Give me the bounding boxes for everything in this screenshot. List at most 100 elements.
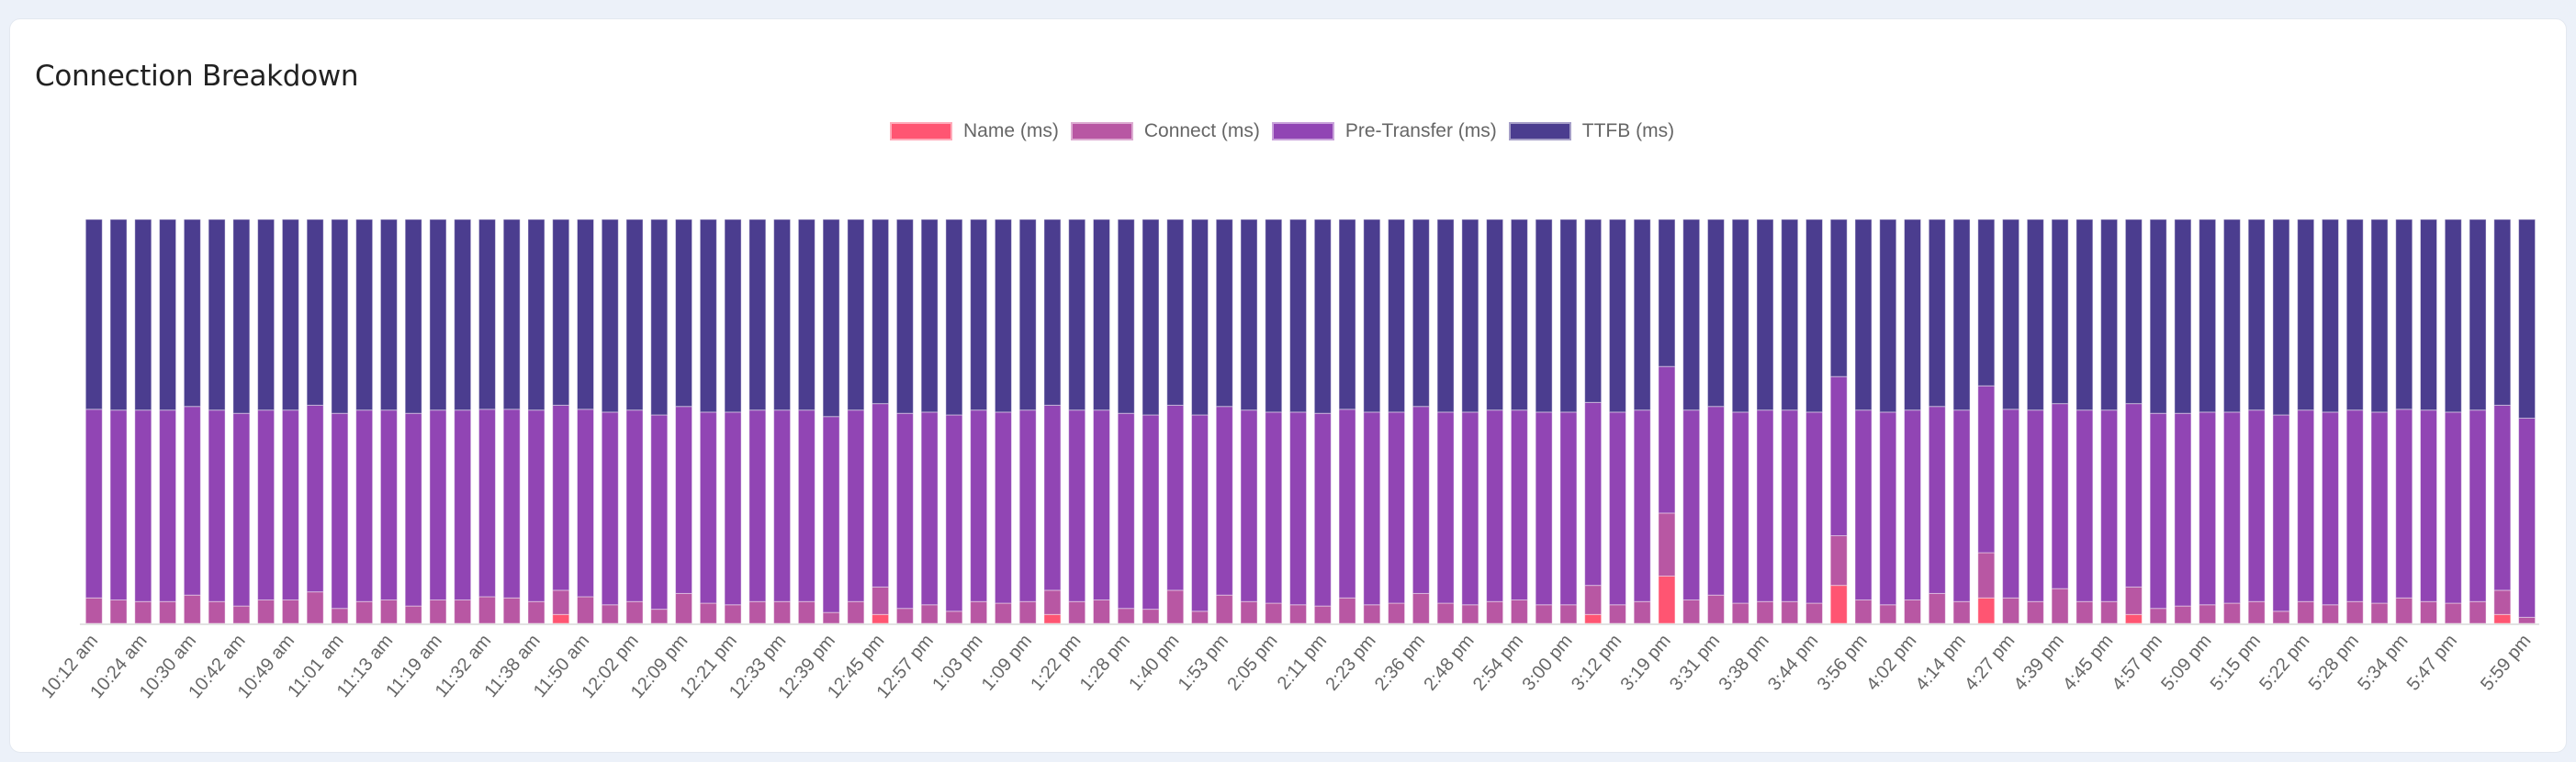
bar-segment-pre-transfer[interactable] [1486, 409, 1504, 602]
bar-segment-connect[interactable] [1486, 600, 1504, 624]
bar-segment-pre-transfer[interactable] [527, 409, 546, 602]
bar-segment-connect[interactable] [895, 608, 914, 624]
bar-segment-ttfb[interactable] [872, 219, 890, 405]
bar-segment-pre-transfer[interactable] [2051, 403, 2069, 589]
bar-segment-ttfb[interactable] [1608, 219, 1626, 413]
bar-segment-pre-transfer[interactable] [232, 412, 251, 607]
bar-segment-ttfb[interactable] [1289, 219, 1308, 413]
bar-segment-ttfb[interactable] [650, 219, 669, 416]
bar-segment-ttfb[interactable] [2493, 219, 2512, 406]
bar-segment-pre-transfer[interactable] [2370, 411, 2389, 604]
bar-segment-ttfb[interactable] [724, 219, 742, 413]
bar-segment-ttfb[interactable] [1731, 219, 1749, 413]
bar-segment-pre-transfer[interactable] [2444, 411, 2462, 604]
bar-segment-pre-transfer[interactable] [625, 409, 644, 602]
bar-segment-pre-transfer[interactable] [159, 409, 177, 602]
bar-segment-pre-transfer[interactable] [675, 406, 693, 594]
bar-segment-ttfb[interactable] [847, 219, 865, 411]
bar-segment-connect[interactable] [232, 605, 251, 624]
bar-segment-ttfb[interactable] [945, 219, 963, 416]
bar-segment-ttfb[interactable] [1363, 219, 1381, 413]
bar-segment-connect[interactable] [502, 597, 521, 624]
bar-segment-pre-transfer[interactable] [699, 411, 717, 604]
bar-segment-pre-transfer[interactable] [2100, 409, 2119, 602]
bar-segment-connect[interactable] [2100, 600, 2119, 624]
bar-segment-pre-transfer[interactable] [1928, 406, 1946, 594]
bar-segment-connect[interactable] [2272, 611, 2290, 624]
bar-segment-ttfb[interactable] [1338, 219, 1356, 410]
bar-segment-connect[interactable] [2026, 600, 2044, 624]
bar-segment-pre-transfer[interactable] [1829, 375, 1848, 537]
bar-segment-name[interactable] [2493, 613, 2512, 624]
bar-segment-ttfb[interactable] [2469, 219, 2487, 411]
bar-segment-pre-transfer[interactable] [2149, 412, 2167, 610]
bar-segment-pre-transfer[interactable] [601, 411, 619, 606]
bar-segment-connect[interactable] [1829, 535, 1848, 587]
bar-segment-pre-transfer[interactable] [748, 409, 767, 602]
bar-segment-pre-transfer[interactable] [1658, 365, 1676, 514]
bar-segment-ttfb[interactable] [2297, 219, 2315, 411]
bar-segment-pre-transfer[interactable] [478, 409, 496, 598]
bar-segment-connect[interactable] [797, 600, 816, 624]
bar-segment-pre-transfer[interactable] [2518, 417, 2537, 618]
bar-segment-connect[interactable] [650, 609, 669, 624]
bar-segment-ttfb[interactable] [748, 219, 767, 411]
bar-segment-ttfb[interactable] [552, 219, 570, 406]
bar-segment-pre-transfer[interactable] [1904, 409, 1922, 600]
bar-segment-ttfb[interactable] [2345, 219, 2364, 411]
bar-segment-ttfb[interactable] [2518, 219, 2537, 419]
bar-segment-connect[interactable] [773, 600, 792, 624]
bar-segment-ttfb[interactable] [404, 219, 422, 414]
bar-segment-ttfb[interactable] [1486, 219, 1504, 411]
bar-segment-ttfb[interactable] [1117, 219, 1135, 414]
bar-segment-connect[interactable] [2124, 586, 2143, 615]
bar-segment-connect[interactable] [1731, 602, 1749, 624]
bar-segment-connect[interactable] [355, 600, 374, 624]
bar-segment-pre-transfer[interactable] [502, 409, 521, 599]
bar-segment-ttfb[interactable] [1535, 219, 1553, 413]
bar-segment-pre-transfer[interactable] [1805, 411, 1823, 604]
bar-segment-connect[interactable] [1977, 552, 1996, 599]
bar-segment-connect[interactable] [2469, 600, 2487, 624]
bar-segment-connect[interactable] [675, 592, 693, 624]
bar-segment-pre-transfer[interactable] [2199, 411, 2217, 606]
bar-segment-connect[interactable] [109, 599, 128, 624]
bar-segment-connect[interactable] [1879, 604, 1897, 624]
bar-segment-ttfb[interactable] [1584, 219, 1603, 403]
bar-segment-connect[interactable] [1363, 604, 1381, 624]
bar-segment-ttfb[interactable] [257, 219, 276, 411]
bar-segment-ttfb[interactable] [2124, 219, 2143, 405]
bar-segment-connect[interactable] [2345, 600, 2364, 624]
bar-segment-pre-transfer[interactable] [1117, 412, 1135, 610]
bar-segment-ttfb[interactable] [208, 219, 226, 411]
bar-segment-connect[interactable] [1338, 597, 1356, 624]
bar-segment-ttfb[interactable] [355, 219, 374, 411]
bar-segment-connect[interactable] [1215, 594, 1233, 624]
bar-segment-connect[interactable] [2199, 604, 2217, 624]
bar-segment-connect[interactable] [404, 605, 422, 624]
bar-segment-pre-transfer[interactable] [2420, 409, 2437, 602]
bar-segment-pre-transfer[interactable] [1731, 411, 1749, 604]
bar-segment-connect[interactable] [2297, 600, 2315, 624]
bar-segment-ttfb[interactable] [1436, 219, 1455, 413]
bar-segment-connect[interactable] [257, 599, 276, 624]
bar-segment-connect[interactable] [1191, 611, 1209, 624]
bar-segment-pre-transfer[interactable] [650, 414, 669, 611]
bar-segment-pre-transfer[interactable] [577, 409, 594, 598]
bar-segment-connect[interactable] [1018, 600, 1037, 624]
legend-item-name[interactable]: Name (ms) [890, 120, 1059, 142]
bar-segment-connect[interactable] [454, 599, 472, 624]
bar-segment-connect[interactable] [527, 600, 546, 624]
bar-segment-connect[interactable] [970, 600, 988, 624]
bar-segment-ttfb[interactable] [895, 219, 914, 414]
bar-segment-pre-transfer[interactable] [2247, 409, 2266, 602]
bar-segment-pre-transfer[interactable] [1559, 411, 1578, 606]
bar-segment-pre-transfer[interactable] [1535, 411, 1553, 606]
bar-segment-pre-transfer[interactable] [1781, 409, 1799, 602]
bar-segment-pre-transfer[interactable] [797, 409, 816, 602]
bar-segment-connect[interactable] [208, 600, 226, 624]
bar-segment-ttfb[interactable] [1215, 219, 1233, 408]
legend-item-connect[interactable]: Connect (ms) [1070, 120, 1260, 142]
bar-segment-ttfb[interactable] [2420, 219, 2437, 411]
bar-segment-ttfb[interactable] [1928, 219, 1946, 408]
